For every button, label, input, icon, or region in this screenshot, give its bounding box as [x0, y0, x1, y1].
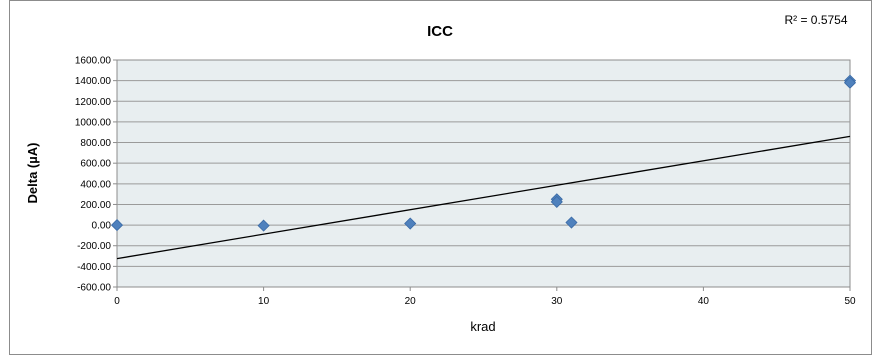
- y-tick-label: 200.00: [80, 200, 111, 211]
- data-point: [843, 76, 857, 89]
- y-tick-label: 1400.00: [75, 76, 112, 87]
- data-point: [550, 195, 563, 208]
- data-point: [565, 216, 578, 229]
- y-tick-label: 800.00: [80, 138, 111, 149]
- data-point: [110, 219, 124, 232]
- y-tick-label: 1000.00: [75, 117, 112, 128]
- trendline: [116, 135, 851, 260]
- chart-title: ICC: [427, 23, 453, 40]
- x-tick-label: 40: [698, 296, 710, 307]
- y-axis-ticks: 1600.00 1400.00 1200.00 1000.00 800.00 600.00…: [75, 56, 117, 294]
- data-point: [257, 219, 270, 232]
- x-tick-label: 50: [844, 296, 856, 307]
- y-tick-label: 0.00: [92, 221, 112, 232]
- y-tick-label: 400.00: [80, 179, 111, 190]
- plot-area: [116, 59, 851, 288]
- x-tick-label: 10: [258, 296, 270, 307]
- y-tick-label: -600.00: [77, 283, 111, 294]
- y-tick-label: -200.00: [77, 241, 111, 252]
- data-point: [404, 217, 417, 230]
- x-tick-label: 20: [405, 296, 417, 307]
- x-tick-label: 0: [114, 296, 120, 307]
- r-squared-label: R² = 0.5754: [784, 13, 847, 27]
- x-axis-title: krad: [470, 319, 495, 334]
- y-tick-label: 1600.00: [75, 56, 112, 67]
- y-axis-title: Delta (µA): [25, 143, 40, 204]
- y-tick-label: 600.00: [80, 159, 111, 170]
- x-tick-label: 30: [551, 296, 563, 307]
- x-axis-ticks: 0 10 20 30 40 50: [114, 287, 856, 307]
- y-tick-label: 1200.00: [75, 97, 112, 108]
- data-points: [110, 74, 857, 232]
- y-tick-label: -400.00: [77, 262, 111, 273]
- gridlines: [117, 80, 850, 267]
